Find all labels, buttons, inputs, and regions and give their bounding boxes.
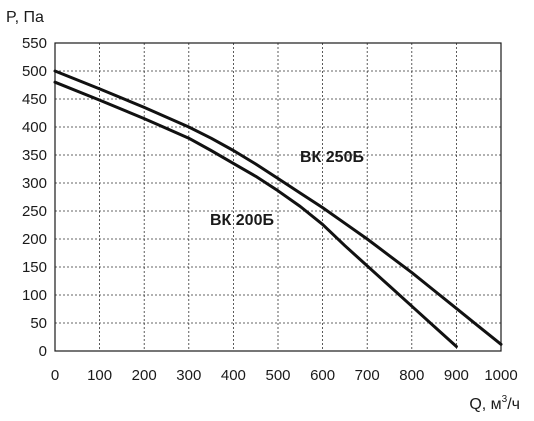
- x-tick-label: 500: [265, 367, 290, 384]
- x-tick-label: 900: [444, 367, 469, 384]
- x-tick-label: 400: [221, 367, 246, 384]
- y-tick-label: 400: [22, 119, 47, 136]
- plot-frame: [54, 42, 502, 352]
- curves: [53, 69, 503, 348]
- y-tick-label: 450: [22, 91, 47, 108]
- y-tick-labels: 0 50 100 150 200 250 300 350 400 450 500 550: [22, 35, 47, 360]
- y-axis-title: P, Па: [6, 9, 44, 26]
- y-tick-label: 0: [39, 343, 47, 360]
- x-axis-title-sup: 3: [502, 394, 508, 405]
- y-tick-label: 150: [22, 259, 47, 276]
- series-label-vk-250b: ВК 250Б: [300, 149, 364, 166]
- x-tick-label: 0: [51, 367, 59, 384]
- y-tick-label: 350: [22, 147, 47, 164]
- x-tick-label: 600: [310, 367, 335, 384]
- x-axis-title-tail: /ч: [507, 396, 520, 413]
- x-tick-label: 1000: [484, 367, 517, 384]
- x-tick-labels: 0 100 200 300 400 500 600 700 800 900 1000: [51, 367, 518, 384]
- series-label-vk-200b: ВК 200Б: [210, 212, 274, 229]
- y-tick-label: 100: [22, 287, 47, 304]
- x-tick-label: 200: [132, 367, 157, 384]
- y-tick-label: 200: [22, 231, 47, 248]
- y-tick-label: 300: [22, 175, 47, 192]
- y-tick-label: 250: [22, 203, 47, 220]
- grid: [55, 43, 501, 351]
- series-vk-250b-line: [53, 69, 503, 346]
- y-tick-label: 500: [22, 63, 47, 80]
- x-tick-label: 800: [399, 367, 424, 384]
- x-tick-label: 300: [176, 367, 201, 384]
- x-tick-label: 700: [355, 367, 380, 384]
- x-tick-label: 100: [87, 367, 112, 384]
- x-axis-title: Q, м3/ч: [469, 394, 520, 413]
- y-tick-label: 50: [30, 315, 47, 332]
- series-labels: ВК 250Б ВК 200Б: [210, 149, 364, 229]
- series-vk-200b-line: [53, 80, 458, 348]
- x-axis-title-main: Q, м: [469, 396, 501, 413]
- y-tick-label: 550: [22, 35, 47, 52]
